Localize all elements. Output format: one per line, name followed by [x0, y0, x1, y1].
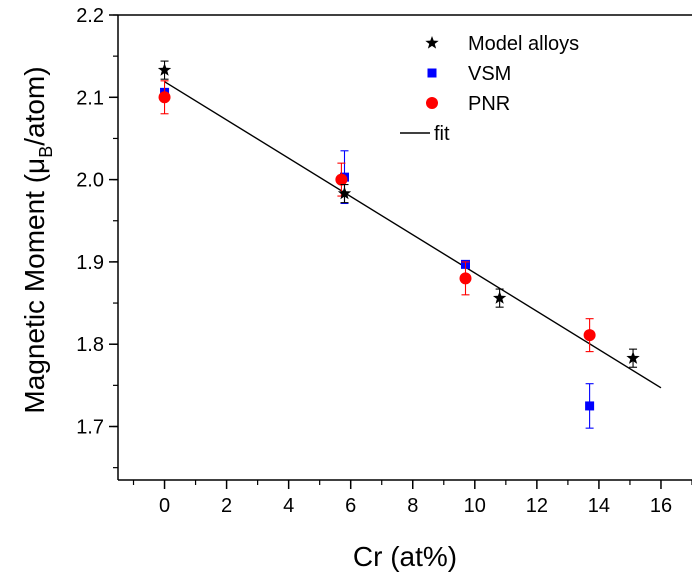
axis-ticks: [109, 14, 692, 489]
x-tick-label: 2: [221, 495, 232, 517]
star-point: [492, 291, 507, 304]
y-axis-title-main: Magnetic Moment (μ: [19, 158, 50, 414]
y-axis-title-tail: /atom): [19, 66, 50, 145]
tick-labels: 0 2 4 6 8 10 12 14 16 1.7 1.8 1.9 2.0 2.1 2.2: [76, 5, 672, 517]
x-tick-label: 8: [407, 495, 418, 517]
legend-star-swatch: [425, 36, 439, 49]
legend-label: PNR: [468, 93, 510, 115]
y-axis-title: Magnetic Moment (μB/atom): [19, 66, 56, 413]
fit-line: [164, 81, 662, 389]
fit-layer: [164, 81, 662, 389]
x-tick-label: 0: [159, 495, 170, 517]
square-point: [585, 401, 595, 411]
star-point: [626, 351, 640, 364]
y-tick-label: 2.1: [76, 87, 104, 109]
circle-point: [459, 272, 472, 285]
x-tick-label: 6: [345, 495, 356, 517]
y-axis-title-subscript: B: [36, 146, 56, 158]
star-point: [157, 63, 172, 76]
legend-square-swatch: [427, 68, 437, 78]
x-tick-label: 12: [526, 495, 548, 517]
y-tick-label: 2.0: [76, 170, 104, 192]
legend-label: Model alloys: [468, 33, 579, 55]
y-tick-label: 2.2: [76, 5, 104, 27]
star-point: [337, 186, 352, 200]
legend: Model alloys VSM PNR fit: [400, 33, 579, 145]
y-tick-label: 1.9: [76, 252, 104, 274]
plot-frame: [117, 14, 692, 481]
x-tick-label: 10: [464, 495, 486, 517]
legend-circle-swatch: [426, 97, 438, 109]
x-tick-label: 14: [588, 495, 610, 517]
x-tick-label: 16: [650, 495, 672, 517]
legend-label: VSM: [468, 63, 511, 85]
circle-point: [158, 91, 171, 104]
y-tick-label: 1.8: [76, 334, 104, 356]
x-axis-title: Cr (at%): [353, 541, 457, 572]
y-tick-label: 1.7: [76, 417, 104, 439]
legend-label: fit: [434, 123, 450, 145]
x-tick-label: 4: [283, 495, 294, 517]
data-marks: [157, 60, 640, 429]
circle-point: [335, 173, 348, 186]
circle-point: [583, 329, 596, 342]
